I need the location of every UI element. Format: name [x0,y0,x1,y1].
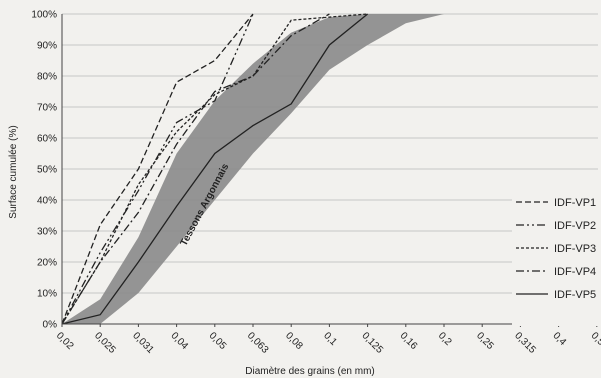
legend-label-idf-vp3: IDF-VP3 [554,243,596,255]
x-axis-title: Diamètre des grains (en mm) [245,366,374,377]
y-tick-label: 80% [37,72,57,83]
legend-label-idf-vp5: IDF-VP5 [554,289,596,301]
y-tick-label: 30% [37,227,57,238]
y-tick-label: 0% [43,320,58,331]
axes [61,14,598,325]
legend-label-idf-vp1: IDF-VP1 [554,197,596,209]
series-line-idf-vp3 [61,13,368,325]
y-axis-title: Surface cumulée (%) [8,125,19,218]
y-tick-label: 60% [37,134,57,145]
series-line-idf-vp2 [61,13,254,325]
y-tick-label: 40% [37,196,57,207]
series-line-idf-vp1 [61,13,254,325]
series-lines [61,13,369,325]
series-line-idf-vp5 [61,13,369,325]
series-line-idf-vp4 [61,13,330,325]
y-tick-label: 90% [37,41,57,52]
legend-label-idf-vp4: IDF-VP4 [554,266,596,278]
y-tick-labels: 0% 10% 20% 30% 40% 50% 60% 70% 80% 90% 100% [31,10,57,331]
envelope-band-area [62,14,444,324]
y-tick-label: 10% [37,289,57,300]
y-tick-label: 70% [37,103,57,114]
y-tick-label: 20% [37,258,57,269]
legend-label-idf-vp2: IDF-VP2 [554,220,596,232]
y-tick-label: 50% [37,165,57,176]
y-tick-label: 100% [31,10,57,21]
legend: IDF-VP1 IDF-VP2 IDF-VP3 IDF-VP4 IDF-VP5 [512,194,600,326]
legend-background [512,194,600,326]
